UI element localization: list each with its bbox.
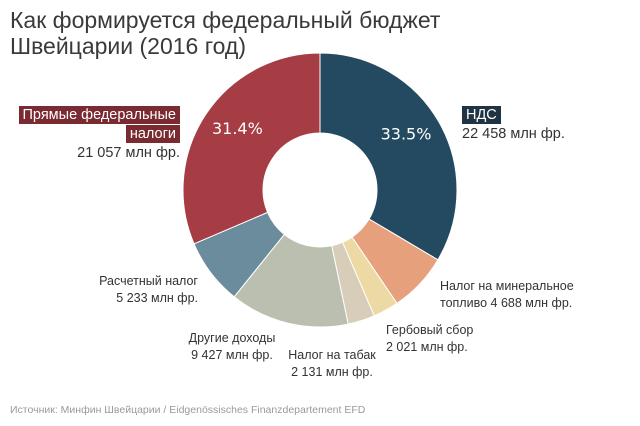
- percent-labels: 33.5% 31.4%: [212, 119, 431, 144]
- label-fuel-tax-value: 4 688 млн фр.: [490, 296, 573, 310]
- label-fuel-tax-name-2: топливо: [440, 296, 488, 310]
- chart-title: Как формируется федеральный бюджет Швейц…: [10, 7, 570, 59]
- chart-title-line2: Швейцарии (2016 год): [10, 33, 246, 59]
- percent-label-0: 33.5%: [381, 124, 432, 143]
- label-tobacco-tax-value: 2 131 млн фр.: [291, 365, 373, 379]
- label-direct-taxes: Прямые федеральные налоги 21 057 млн фр.: [4, 106, 180, 163]
- label-withholding-tax: Расчетный налог 5 233 млн фр.: [40, 273, 198, 307]
- label-withholding-tax-value: 5 233 млн фр.: [116, 291, 198, 305]
- label-stamp-duty-value: 2 021 млн фр.: [386, 340, 468, 354]
- label-vat-name: НДС: [462, 106, 501, 124]
- label-fuel-tax-name-1: Налог на минеральное: [440, 279, 574, 293]
- donut-slices: [182, 52, 458, 328]
- label-tobacco-tax-name: Налог на табак: [288, 348, 376, 362]
- chart-title-line1: Как формируется федеральный бюджет: [10, 7, 441, 33]
- label-stamp-duty: Гербовый сбор 2 021 млн фр.: [386, 322, 473, 356]
- label-other-income-name: Другие доходы: [188, 331, 276, 345]
- label-vat-value: 22 458 млн фр.: [462, 126, 565, 142]
- label-direct-taxes-name-1: Прямые федеральные: [18, 106, 180, 124]
- label-tobacco-tax: Налог на табак 2 131 млн фр.: [282, 347, 382, 381]
- slice-0: [319, 52, 458, 261]
- label-withholding-tax-name: Расчетный налог: [99, 274, 198, 288]
- label-direct-taxes-value: 21 057 млн фр.: [77, 145, 180, 161]
- label-direct-taxes-name-2: налоги: [125, 125, 180, 143]
- percent-label-6: 31.4%: [212, 119, 263, 138]
- label-fuel-tax: Налог на минеральное топливо 4 688 млн ф…: [440, 278, 574, 312]
- source-note: Источник: Минфин Швейцарии / Eidgenössis…: [10, 404, 366, 416]
- label-vat: НДС 22 458 млн фр.: [462, 106, 565, 144]
- label-stamp-duty-name: Гербовый сбор: [386, 323, 474, 337]
- label-other-income-value: 9 427 млн фр.: [191, 348, 273, 362]
- slice-6: [182, 52, 321, 245]
- label-other-income: Другие доходы 9 427 млн фр.: [180, 330, 284, 364]
